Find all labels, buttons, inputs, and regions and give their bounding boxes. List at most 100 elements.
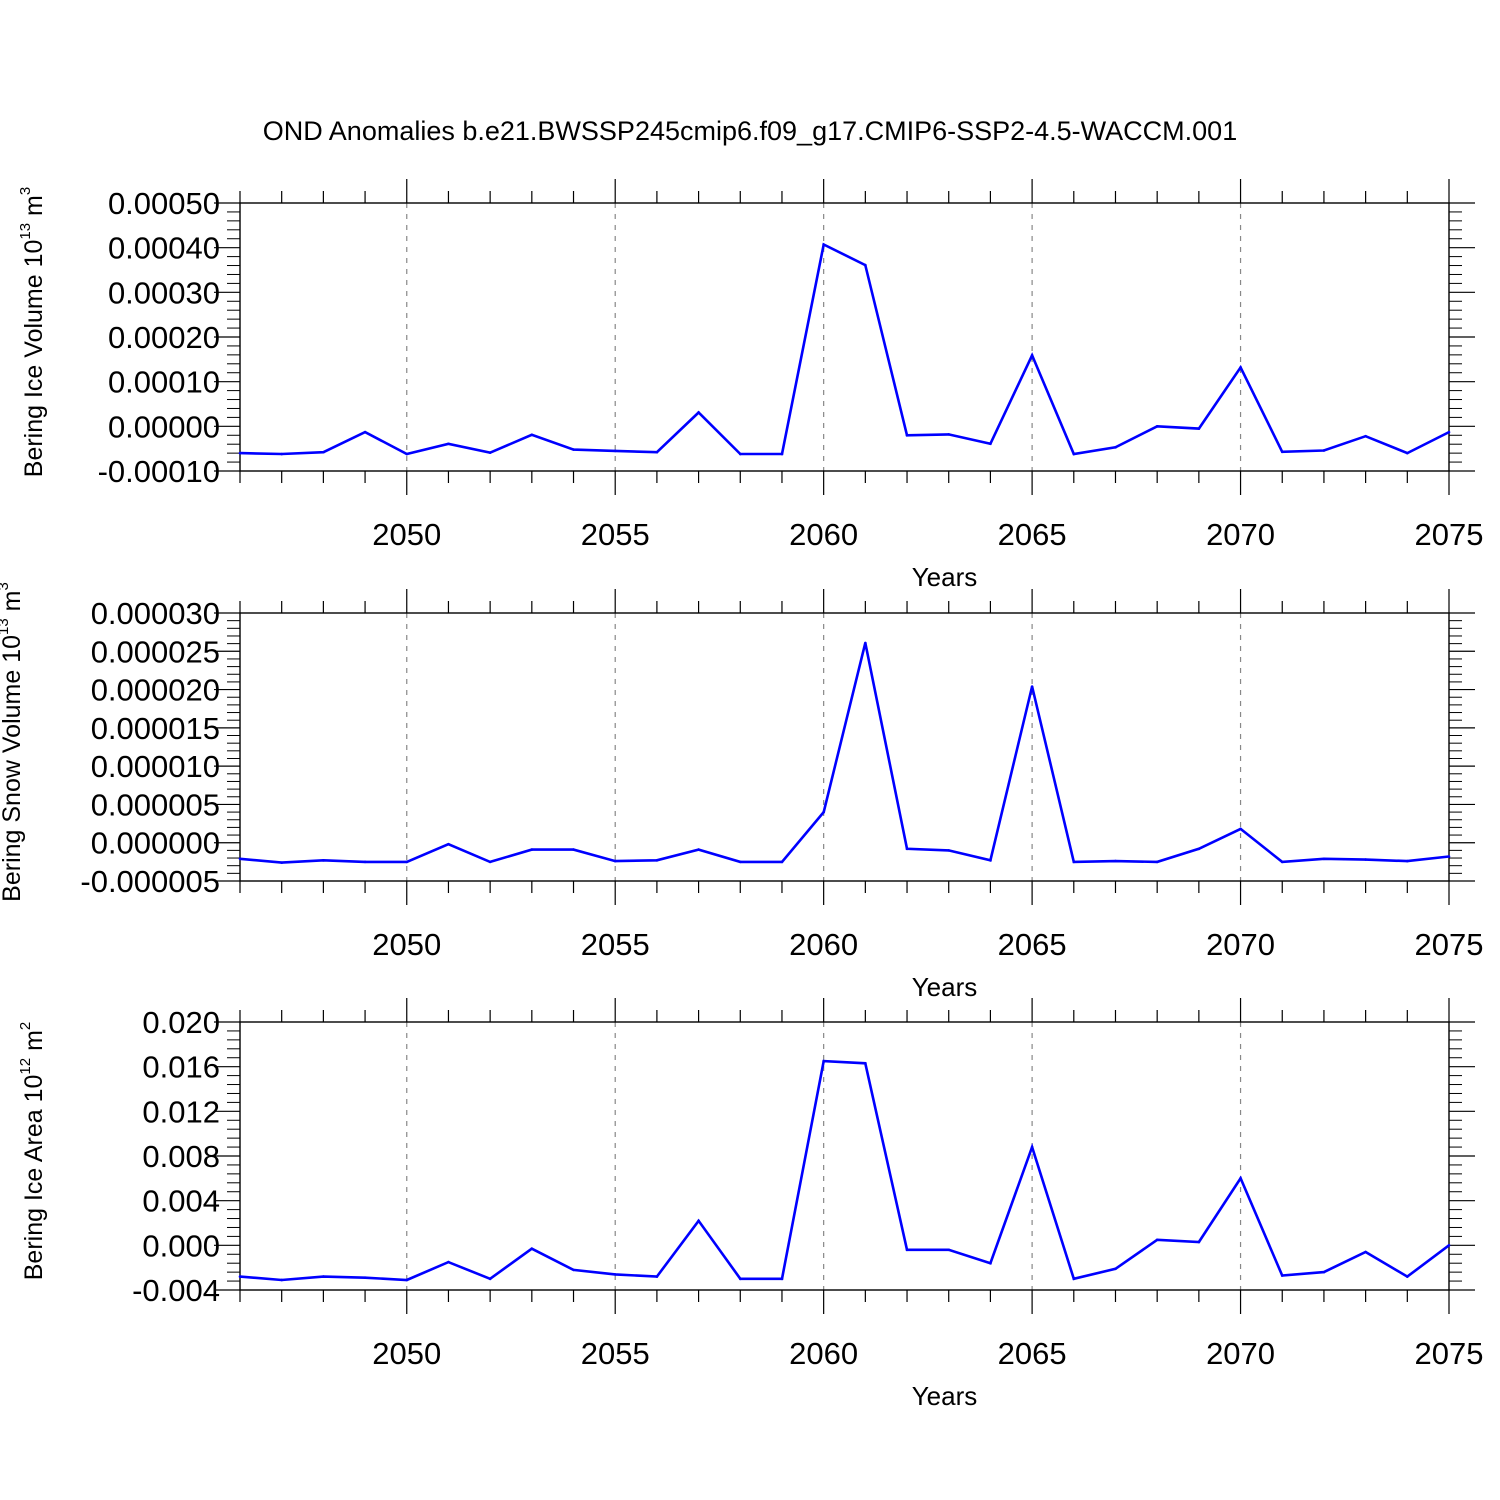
data-point	[989, 859, 992, 862]
x-axis-label: Years	[912, 562, 978, 592]
y-tick-label: 0.012	[142, 1094, 220, 1129]
data-point	[488, 451, 492, 454]
data-point	[697, 848, 700, 851]
data-point	[864, 641, 867, 645]
data-point	[613, 859, 617, 863]
data-point	[1322, 857, 1326, 861]
data-point	[1197, 1240, 1201, 1244]
data-point	[363, 1276, 367, 1280]
x-tick-label: 2055	[581, 517, 650, 552]
data-point	[280, 1278, 283, 1282]
data-point	[780, 1277, 784, 1281]
y-tick-label: 0.00050	[108, 186, 220, 221]
data-point	[363, 860, 367, 864]
x-tick-label: 2050	[372, 1336, 441, 1371]
x-tick-label: 2050	[372, 927, 441, 962]
y-axis-label: Bering Snow Volume 1013 m3	[0, 582, 26, 902]
x-tick-label: 2060	[789, 927, 858, 962]
data-point	[572, 448, 575, 451]
y-tick-label: 0.00010	[108, 365, 220, 400]
figure-title: OND Anomalies b.e21.BWSSP245cmip6.f09_g1…	[263, 116, 1237, 146]
data-point	[530, 1247, 534, 1250]
y-tick-label: 0.00000	[108, 409, 220, 444]
data-point	[1239, 366, 1242, 369]
x-tick-label: 2075	[1415, 927, 1484, 962]
ice-volume-panel: -0.00010 0.00000 0.00010 0.00020 0.00030 0.00…	[17, 179, 1483, 592]
data-point	[780, 452, 784, 456]
data-point	[1406, 1275, 1409, 1278]
y-tick-label: 0.000025	[91, 634, 220, 669]
x-tick-label: 2055	[581, 927, 650, 962]
x-tick-label: 2065	[998, 1336, 1067, 1371]
data-point	[1322, 449, 1326, 452]
y-tick-label: 0.000010	[91, 749, 220, 784]
y-tick-label: 0.000020	[91, 673, 220, 708]
data-point	[822, 810, 825, 814]
data-point	[738, 860, 742, 864]
data-point	[1155, 425, 1159, 428]
x-axis-label: Years	[912, 972, 978, 1002]
data-point	[613, 1273, 617, 1276]
data-point	[572, 848, 575, 851]
data-point	[947, 1248, 951, 1252]
data-point	[613, 449, 617, 453]
y-tick-label: -0.00010	[98, 454, 220, 489]
data-point	[780, 860, 784, 864]
data-point	[322, 1275, 325, 1278]
data-point	[947, 849, 951, 852]
data-point	[655, 450, 659, 454]
data-point	[947, 433, 951, 436]
series-line	[239, 1059, 1450, 1282]
data-point	[405, 860, 409, 864]
y-tick-label: 0.000030	[91, 596, 220, 631]
y-tick-label: 0.00020	[108, 320, 220, 355]
data-point	[1030, 685, 1034, 688]
series-line	[239, 642, 1450, 864]
data-point	[530, 433, 534, 437]
data-point	[1364, 434, 1367, 438]
data-point	[363, 430, 367, 434]
data-point	[1030, 1145, 1034, 1149]
data-point	[322, 450, 325, 454]
data-point	[280, 452, 283, 456]
x-tick-label: 2070	[1206, 1336, 1275, 1371]
data-point	[447, 442, 450, 446]
x-tick-label: 2075	[1415, 517, 1484, 552]
data-point	[1197, 847, 1201, 851]
data-point	[1030, 354, 1034, 357]
data-point	[905, 433, 909, 437]
data-point	[238, 451, 242, 455]
data-point	[1280, 1274, 1284, 1277]
data-point	[1072, 1277, 1076, 1281]
y-tick-label: 0.000000	[91, 826, 220, 861]
x-tick-label: 2070	[1206, 517, 1275, 552]
data-point	[488, 860, 492, 864]
y-tick-label: 0.00040	[108, 231, 220, 266]
x-axis-label: Years	[912, 1381, 978, 1411]
data-point	[1114, 446, 1117, 449]
series-line	[239, 242, 1450, 456]
x-tick-label: 2050	[372, 517, 441, 552]
y-tick-label: 0.020	[142, 1005, 220, 1040]
data-point	[280, 861, 283, 864]
data-point	[738, 1277, 742, 1281]
x-tick-label: 2055	[581, 1336, 650, 1371]
data-point	[447, 842, 450, 846]
data-point	[447, 1260, 450, 1264]
data-point	[488, 1277, 492, 1281]
data-point	[1197, 427, 1201, 430]
y-tick-label: 0.000005	[91, 787, 220, 822]
data-point	[405, 1278, 409, 1282]
data-point	[1447, 430, 1451, 434]
plot-frame	[239, 202, 1450, 472]
data-point	[905, 847, 909, 851]
data-point	[572, 1268, 575, 1272]
data-point	[1239, 1177, 1242, 1180]
x-tick-label: 2060	[789, 1336, 858, 1371]
data-point	[1239, 827, 1242, 831]
y-tick-label: 0.00030	[108, 275, 220, 310]
data-point	[1447, 855, 1451, 858]
x-tick-label: 2075	[1415, 1336, 1484, 1371]
data-point	[822, 1059, 825, 1063]
x-tick-label: 2070	[1206, 927, 1275, 962]
